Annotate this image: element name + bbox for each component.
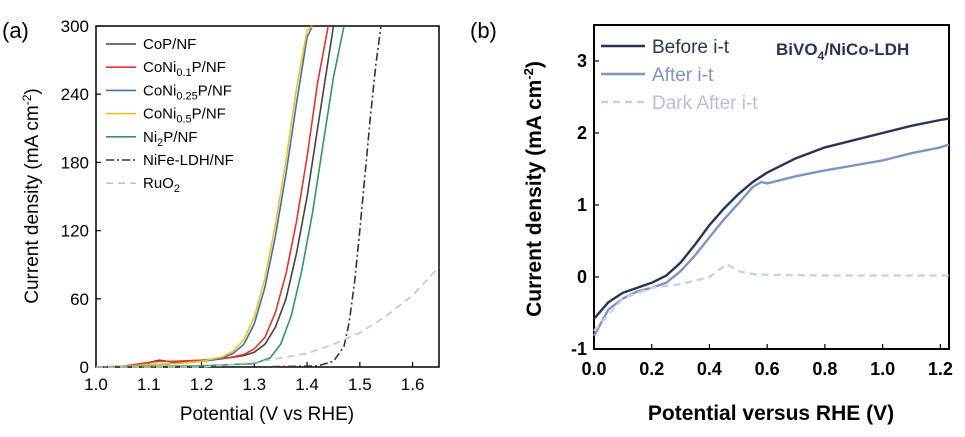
b-series-line-1 bbox=[592, 143, 950, 337]
a-y-tick-label: 180 bbox=[61, 153, 89, 172]
a-legend-label-4: Ni2P/NF bbox=[143, 129, 197, 149]
panel-a-label: (a) bbox=[2, 18, 29, 43]
panel-b-plot-frame bbox=[593, 24, 950, 350]
panel-a-series-lines bbox=[95, 25, 440, 368]
a-y-tick-label: 300 bbox=[61, 17, 89, 36]
b-x-tick-label: 0.8 bbox=[812, 359, 837, 379]
a-legend-label-6: RuO2 bbox=[143, 175, 180, 195]
a-y-tick-label: 0 bbox=[80, 358, 89, 377]
b-x-tick-label: 0.4 bbox=[697, 359, 722, 379]
panel-b-legend: Before i-t After i-t Dark After i-t bbox=[601, 37, 758, 114]
b-x-tick-label: 0.2 bbox=[639, 359, 664, 379]
b-y-tick-label: -1 bbox=[571, 339, 587, 359]
panel-a-ticks: 1.0 1.1 1.2 1.3 1.4 1.5 1.6 0 60 120 180 240 300 bbox=[61, 17, 425, 394]
b-series-line-2 bbox=[593, 262, 949, 332]
panel-b-x-axis-label: Potential versus RHE (V) bbox=[648, 402, 894, 425]
a-series-line-4 bbox=[95, 25, 345, 368]
b-legend-label-0: Before i-t bbox=[652, 37, 730, 58]
panel-a-legend: CoP/NF CoNi0.1P/NF CoNi0.25P/NF CoNi0.5P/NF… bbox=[106, 36, 234, 195]
b-x-tick-label: 0.0 bbox=[581, 359, 606, 379]
b-x-tick-label: 1.0 bbox=[870, 359, 895, 379]
a-x-tick-label: 1.3 bbox=[242, 375, 266, 394]
a-y-tick-label: 60 bbox=[70, 290, 89, 309]
b-x-tick-label: 0.6 bbox=[755, 359, 780, 379]
a-legend-label-0: CoP/NF bbox=[143, 36, 196, 53]
b-x-tick-label: 1.2 bbox=[928, 359, 953, 379]
panel-a-y-axis-label: Current density (mA cm-2) bbox=[20, 88, 43, 304]
b-series-line-0 bbox=[593, 117, 950, 320]
panel-b-annotation: BiVO4/NiCo-LDH bbox=[776, 40, 909, 63]
a-x-tick-label: 1.5 bbox=[348, 375, 372, 394]
a-legend-label-5: NiFe-LDH/NF bbox=[143, 152, 234, 169]
b-y-tick-label: 1 bbox=[577, 195, 587, 215]
panel-b-y-axis-label: Current density (mA cm-2) bbox=[521, 61, 546, 317]
b-y-tick-label: 3 bbox=[577, 51, 587, 71]
a-series-line-1 bbox=[95, 25, 329, 368]
b-y-tick-label: 0 bbox=[577, 267, 587, 287]
a-x-tick-label: 1.6 bbox=[401, 375, 425, 394]
a-legend-label-2: CoNi0.25P/NF bbox=[143, 82, 232, 102]
b-legend-label-1: After i-t bbox=[652, 65, 714, 86]
panel-b-ticks: 0.0 0.2 0.4 0.6 0.8 1.0 1.2 -1 0 1 2 3 bbox=[571, 51, 953, 379]
panel-b-chart: (b) 0.0 0.2 0.4 0.6 0.8 1.0 1.2 -1 0 1 2 3 Before i… bbox=[470, 18, 953, 425]
b-legend-label-2: Dark After i-t bbox=[652, 93, 758, 114]
a-legend-label-3: CoNi0.5P/NF bbox=[143, 106, 226, 126]
panel-a-chart: (a) 1.0 1.1 1.2 1.3 1.4 1.5 1.6 0 60 120 180 240 300… bbox=[2, 17, 440, 425]
panel-a-x-axis-label: Potential (V vs RHE) bbox=[180, 404, 354, 425]
a-series-line-5 bbox=[96, 25, 382, 368]
a-y-tick-label: 240 bbox=[61, 85, 89, 104]
a-x-tick-label: 1.4 bbox=[295, 375, 319, 394]
a-x-tick-label: 1.1 bbox=[137, 375, 161, 394]
panel-b-series-lines bbox=[592, 117, 950, 337]
panel-b-label: (b) bbox=[470, 18, 497, 43]
a-y-tick-label: 120 bbox=[61, 222, 89, 241]
a-x-tick-label: 1.2 bbox=[190, 375, 214, 394]
a-legend-label-1: CoNi0.1P/NF bbox=[143, 59, 226, 79]
a-series-line-6 bbox=[96, 266, 440, 368]
b-y-tick-label: 2 bbox=[577, 123, 587, 143]
a-x-tick-label: 1.0 bbox=[84, 375, 108, 394]
a-series-line-3 bbox=[95, 25, 313, 368]
